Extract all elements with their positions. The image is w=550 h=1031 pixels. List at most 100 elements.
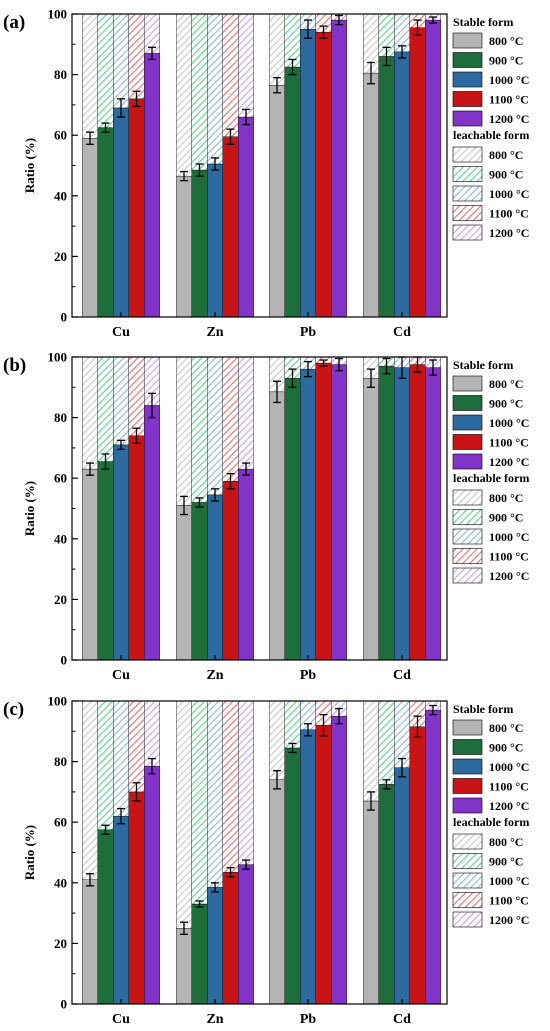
- bar-leachable-Zn-4: [238, 13, 254, 118]
- error-bar-Cd-4: [429, 16, 437, 24]
- error-bar-Pb-2: [304, 19, 312, 39]
- y-tick-label: 20: [54, 249, 67, 264]
- legend-label-stable-4: 1200 °C: [489, 112, 529, 126]
- legend-swatch-leachable-2: [452, 528, 483, 545]
- y-tick-label: 80: [54, 754, 67, 769]
- legend-swatch-leachable-0: [452, 146, 483, 163]
- error-bar-Zn-1: [195, 900, 204, 908]
- bar-stable-Cu-2: [113, 107, 129, 318]
- legend-label-stable-1: 900 °C: [489, 397, 523, 411]
- legend-swatch-stable-3: [452, 434, 483, 450]
- legend-title-stable: Stable form: [453, 358, 513, 372]
- legend-swatch-stable-4: [452, 797, 483, 814]
- error-bar-Pb-3: [319, 25, 328, 39]
- bar-stable-Cd-3: [409, 726, 426, 1005]
- bar-stable-Zn-2: [207, 163, 223, 318]
- bar-stable-Zn-4: [238, 116, 254, 318]
- x-tick-label-Pb: Pb: [300, 325, 317, 340]
- bar-leachable-Cu-1: [97, 356, 114, 462]
- legend-swatch-leachable-3: [452, 205, 483, 221]
- error-bar-Cd-2: [398, 45, 406, 59]
- legend-title-stable: Stable form: [453, 702, 513, 716]
- legend-swatch-stable-1: [452, 739, 483, 755]
- error-bar-Cd-1: [382, 779, 391, 790]
- bar-stable-Cu-1: [97, 461, 114, 661]
- error-bar-Cd-3: [413, 715, 422, 739]
- error-bar-Cd-1: [382, 357, 391, 375]
- error-bar-Pb-4: [335, 707, 343, 725]
- y-axis-label: Ratio (%): [22, 481, 37, 536]
- legend-label-leachable-3: 1100 °C: [489, 550, 529, 564]
- bar-leachable-Cu-0: [82, 356, 98, 470]
- legend-label-leachable-3: 1100 °C: [489, 207, 529, 221]
- bar-stable-Cu-1: [97, 127, 114, 318]
- legend-swatch-stable-0: [452, 32, 483, 49]
- bar-stable-Cu-0: [82, 138, 98, 318]
- bar-stable-Zn-1: [191, 903, 208, 1005]
- bar-stable-Cd-2: [394, 51, 410, 318]
- legend-title-leachable: leachable form: [453, 815, 529, 829]
- y-tick-label: 20: [54, 592, 67, 607]
- bar-stable-Cd-0: [363, 800, 379, 1005]
- y-tick-label: 60: [54, 471, 67, 486]
- bar-leachable-Cu-4: [144, 700, 160, 767]
- bar-stable-Zn-4: [238, 468, 254, 661]
- bar-leachable-Cu-2: [113, 356, 129, 446]
- error-bar-Cd-3: [413, 19, 422, 36]
- legend-swatch-stable-3: [452, 91, 483, 107]
- error-bar-Cu-2: [117, 439, 125, 451]
- legend-swatch-leachable-1: [452, 509, 483, 525]
- bar-leachable-Zn-4: [238, 700, 254, 865]
- error-bar-Cu-4: [148, 392, 156, 419]
- bar-stable-Pb-2: [300, 28, 316, 318]
- error-bar-Cu-3: [132, 90, 141, 108]
- bar-stable-Cu-3: [128, 791, 145, 1005]
- error-bar-Cd-4: [429, 704, 437, 716]
- bar-stable-Pb-1: [284, 66, 301, 318]
- error-bar-Cu-3: [132, 427, 141, 445]
- y-axis-label: Ratio (%): [22, 138, 37, 193]
- bar-stable-Cd-2: [394, 767, 410, 1005]
- x-tick-label-Cu: Cu: [112, 1012, 130, 1027]
- legend-swatch-leachable-4: [452, 911, 483, 928]
- bar-stable-Zn-4: [238, 864, 254, 1005]
- bar-stable-Cu-2: [113, 444, 129, 661]
- error-bar-Cd-0: [367, 61, 375, 85]
- legend-label-leachable-2: 1000 °C: [489, 530, 529, 544]
- bar-stable-Cu-4: [144, 405, 160, 661]
- bar-leachable-Zn-0: [176, 13, 192, 177]
- legend-label-stable-1: 900 °C: [489, 741, 523, 755]
- legend-label-leachable-1: 900 °C: [489, 511, 523, 525]
- error-bar-Cu-0: [86, 462, 94, 476]
- bar-leachable-Zn-2: [207, 700, 223, 888]
- y-tick-label: 0: [61, 310, 68, 325]
- y-tick-label: 60: [54, 128, 67, 143]
- error-bar-Cd-0: [367, 368, 375, 388]
- legend-swatch-leachable-0: [452, 489, 483, 506]
- error-bar-Cu-2: [117, 807, 125, 825]
- error-bar-Pb-1: [288, 58, 297, 76]
- bar-stable-Pb-0: [269, 85, 285, 318]
- bar-leachable-Cu-2: [113, 13, 129, 109]
- error-bar-Pb-0: [273, 380, 281, 404]
- bar-leachable-Cd-2: [394, 700, 410, 768]
- y-tick-label: 40: [54, 531, 67, 546]
- x-tick-label-Cd: Cd: [393, 325, 411, 340]
- error-bar-Pb-4: [335, 14, 343, 26]
- legend-swatch-leachable-3: [452, 548, 483, 564]
- y-tick-label: 80: [54, 67, 67, 82]
- legend-swatch-stable-0: [452, 719, 483, 736]
- y-tick-label: 40: [54, 875, 67, 890]
- bar-stable-Cd-4: [425, 367, 441, 661]
- error-bar-Cd-2: [398, 757, 406, 778]
- bar-stable-Pb-1: [284, 747, 301, 1005]
- error-bar-Zn-4: [242, 108, 250, 126]
- legend-swatch-leachable-2: [452, 872, 483, 889]
- error-bar-Cu-4: [148, 46, 156, 61]
- bar-leachable-Cu-3: [128, 700, 145, 793]
- error-bar-Zn-0: [180, 495, 188, 516]
- bar-stable-Pb-4: [331, 364, 347, 661]
- error-bar-Zn-3: [226, 128, 235, 145]
- legend-label-stable-3: 1100 °C: [489, 93, 529, 107]
- error-bar-Pb-0: [273, 76, 281, 94]
